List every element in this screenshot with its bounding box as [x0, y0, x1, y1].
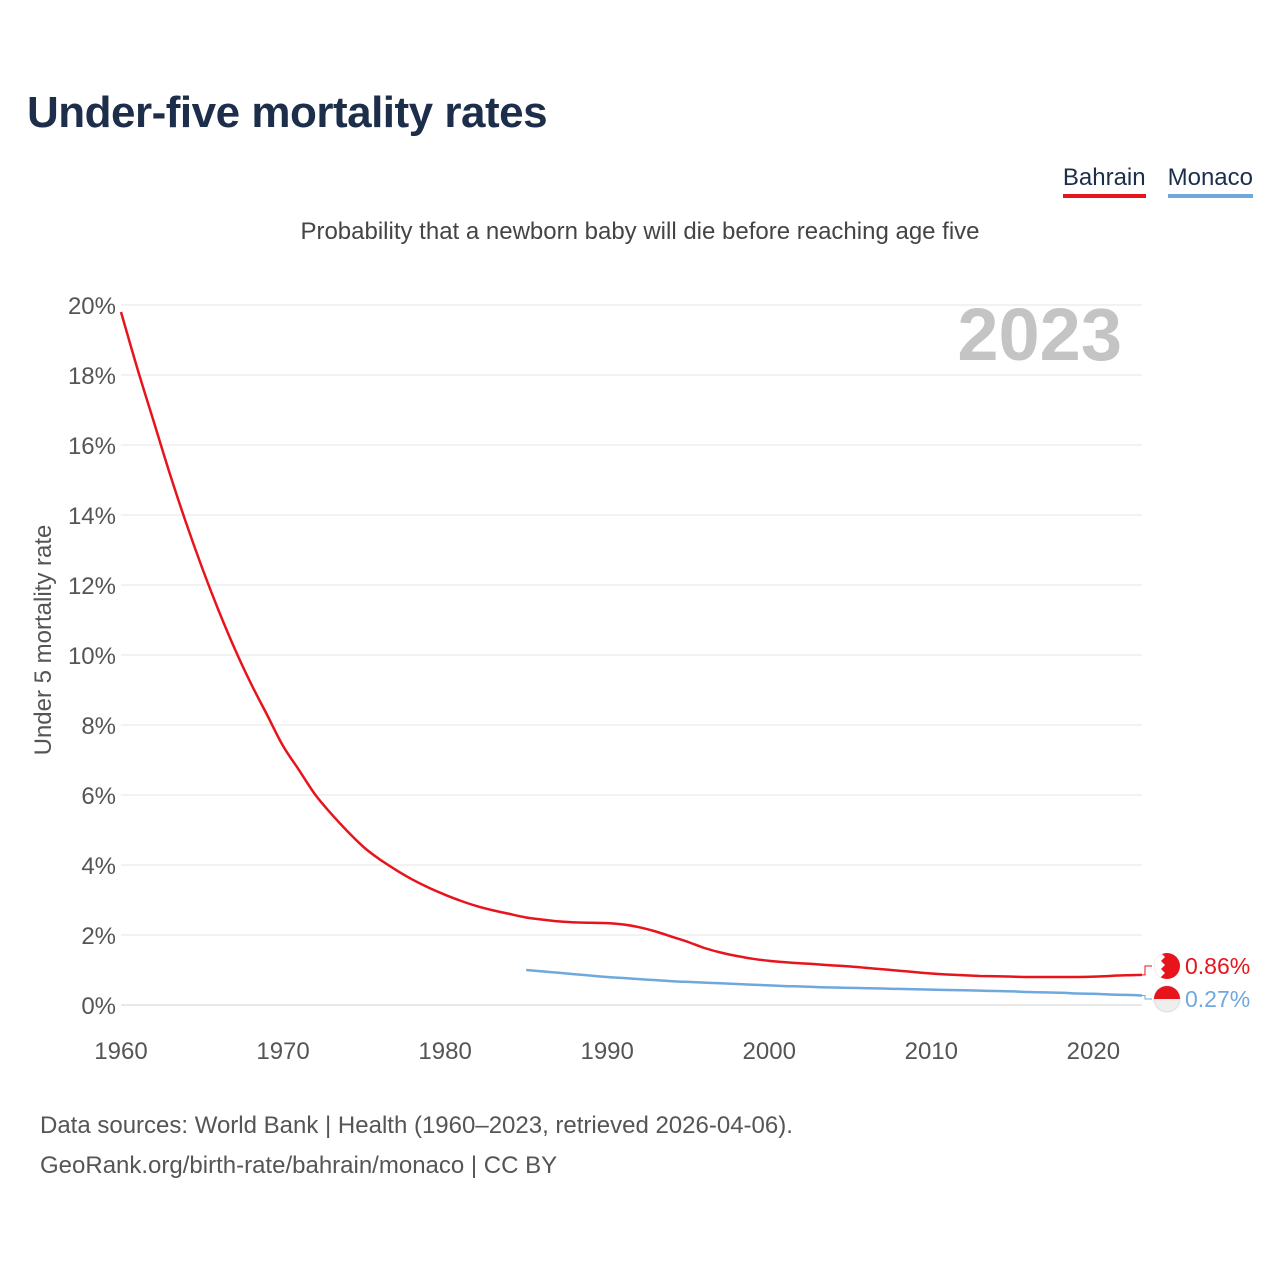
y-tick-label: 4%	[81, 853, 116, 880]
x-tick-label: 1980	[418, 1038, 471, 1065]
y-tick-label: 0%	[81, 993, 116, 1020]
y-tick-label: 18%	[68, 363, 116, 390]
year-watermark: 2023	[957, 293, 1122, 376]
x-tick-label: 1990	[580, 1038, 633, 1065]
leader-line	[1142, 965, 1152, 976]
legend-item-bahrain[interactable]: Bahrain	[1062, 164, 1146, 198]
source-link[interactable]: GeoRank.org/birth-rate/bahrain/monaco | …	[40, 1152, 558, 1179]
bahrain-flag-stripe	[1154, 953, 1165, 979]
source-note: Data sources: World Bank | Health (1960–…	[40, 1112, 793, 1139]
x-tick-label: 1960	[94, 1038, 147, 1065]
series-lines	[119, 311, 1143, 997]
chart-subtitle: Probability that a newborn baby will die…	[300, 218, 980, 245]
y-tick-label: 14%	[68, 503, 116, 530]
series-line-bahrain	[119, 311, 1143, 979]
monaco-flag-red-half	[1154, 986, 1180, 999]
y-tick-label: 20%	[68, 293, 116, 320]
y-tick-label: 6%	[81, 783, 116, 810]
footer: Data sources: World Bank | Health (1960–…	[40, 1106, 793, 1186]
end-markers: 0.86% 0.27%	[1142, 953, 1250, 1013]
y-axis-ticks: 0% 2% 4% 6% 8% 10% 12% 14% 16% 18% 20%	[68, 293, 116, 1020]
x-axis-ticks: 1960 1970 1980 1990 2000 2010 2020	[94, 1038, 1120, 1065]
y-tick-label: 10%	[68, 643, 116, 670]
leader-line	[1142, 995, 1152, 1000]
chart-title: Under-five mortality rates	[27, 88, 548, 137]
x-tick-label: 1970	[256, 1038, 309, 1065]
x-tick-label: 2000	[743, 1038, 796, 1065]
y-axis-label: Under 5 mortality rate	[30, 525, 57, 756]
end-value-label-monaco: 0.27%	[1185, 986, 1250, 1012]
y-tick-label: 16%	[68, 433, 116, 460]
legend: Bahrain Monaco	[1062, 164, 1253, 198]
legend-item-monaco[interactable]: Monaco	[1167, 164, 1253, 198]
y-tick-label: 2%	[81, 923, 116, 950]
end-value-label-bahrain: 0.86%	[1185, 953, 1250, 979]
x-tick-label: 2020	[1067, 1038, 1120, 1065]
x-tick-label: 2010	[905, 1038, 958, 1065]
gridlines	[121, 304, 1142, 1006]
series-line-monaco	[526, 968, 1143, 997]
y-tick-label: 8%	[81, 713, 116, 740]
y-tick-label: 12%	[68, 573, 116, 600]
